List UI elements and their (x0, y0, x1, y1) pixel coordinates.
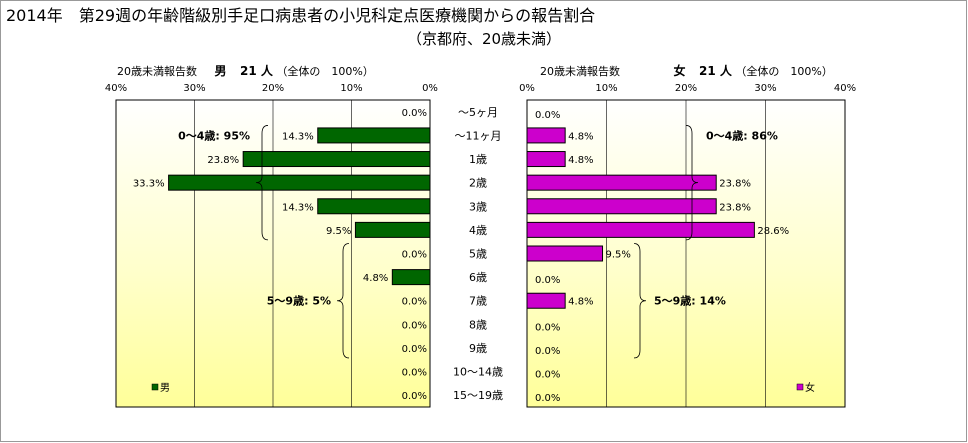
right-age-brace (633, 243, 647, 359)
right-value-label: 9.5% (606, 250, 631, 261)
left-header-count: 21 人 (240, 64, 273, 78)
chart-subtitle: （京都府、20歳未満） (406, 30, 562, 48)
left-value-label: 9.5% (326, 226, 351, 237)
left-age-group-annotation: 0～4歳: 95% (178, 128, 250, 142)
right-value-label: 4.8% (568, 155, 593, 166)
right-tick-label: 40% (834, 83, 856, 94)
right-bar (526, 127, 566, 144)
right-tick-label: 20% (675, 83, 697, 94)
right-legend-label: 女 (805, 381, 815, 394)
right-value-label: 4.8% (568, 297, 593, 308)
left-header: 20歳未満報告数 男 21 人 （全体の 100%） (117, 62, 374, 79)
left-bar (354, 221, 431, 238)
age-category-label: 15～19歳 (453, 389, 503, 402)
age-category-label: 10～14歳 (453, 366, 503, 379)
left-bar (242, 151, 431, 168)
right-bar (526, 151, 566, 168)
age-category-label: ～5ヶ月 (458, 106, 498, 119)
age-category-label: 9歳 (469, 342, 487, 355)
left-tick-label: 30% (183, 83, 205, 94)
left-value-label: 4.8% (363, 273, 388, 284)
right-header-count: 21 人 (699, 64, 732, 78)
chart-title: 2014年 第29週の年齢階級別手足口病患者の小児科定点医療機関からの報告割合 (6, 6, 596, 25)
left-age-group-annotation: 5～9歳: 5% (267, 294, 331, 308)
left-value-label: 0.0% (402, 344, 427, 355)
right-tick-label: 10% (595, 83, 617, 94)
age-category-label: 6歳 (469, 271, 487, 284)
left-value-label: 0.0% (402, 297, 427, 308)
left-value-label: 0.0% (402, 391, 427, 402)
right-header: 20歳未満報告数 女 21 人 （全体の 100%） (540, 62, 833, 79)
left-age-brace (336, 243, 350, 359)
right-bar (526, 174, 717, 191)
right-value-label: 0.0% (535, 393, 560, 404)
right-bar (526, 198, 717, 215)
left-value-label: 0.0% (402, 250, 427, 261)
right-header-sex: 女 (673, 64, 686, 78)
right-bar (526, 292, 566, 309)
left-tick-label: 40% (105, 83, 127, 94)
right-value-label: 0.0% (535, 322, 560, 333)
right-tick-label: 0% (519, 83, 535, 94)
left-header-total: （全体の 100%） (276, 65, 374, 78)
left-legend-label: 男 (160, 382, 170, 394)
age-category-label: 1歳 (469, 153, 487, 166)
right-value-label: 0.0% (535, 275, 560, 286)
right-value-label: 4.8% (568, 131, 593, 142)
right-value-label: 23.8% (719, 202, 751, 213)
right-value-label: 23.8% (719, 179, 751, 190)
right-value-label: 0.0% (535, 346, 560, 357)
age-category-label: 3歳 (469, 200, 487, 213)
left-value-label: 0.0% (402, 368, 427, 379)
age-category-label: 4歳 (469, 224, 487, 237)
left-value-label: 14.3% (282, 202, 314, 213)
left-header-label: 20歳未満報告数 (117, 65, 197, 78)
left-bar (317, 198, 431, 215)
left-tick-label: 10% (340, 83, 362, 94)
left-tick-label: 20% (262, 83, 284, 94)
left-value-label: 33.3% (133, 179, 165, 190)
age-category-label: 5歳 (469, 248, 487, 261)
right-bar (526, 245, 604, 262)
age-category-label: 7歳 (469, 295, 487, 308)
left-legend-swatch (151, 383, 159, 391)
age-category-label: 2歳 (469, 177, 487, 190)
left-value-label: 23.8% (207, 155, 239, 166)
right-header-label: 20歳未満報告数 (540, 65, 620, 78)
right-value-label: 0.0% (535, 370, 560, 381)
age-category-label: 8歳 (469, 318, 487, 331)
age-category-label: ～11ヶ月 (455, 129, 502, 142)
right-header-total: （全体の 100%） (735, 65, 833, 78)
left-value-label: 0.0% (402, 320, 427, 331)
left-value-label: 14.3% (282, 131, 314, 142)
right-legend-swatch (796, 383, 804, 391)
right-value-label: 0.0% (535, 110, 560, 121)
right-age-group-annotation: 5～9歳: 14% (654, 294, 726, 308)
right-tick-label: 30% (754, 83, 776, 94)
right-value-label: 28.6% (757, 226, 789, 237)
left-bar (317, 127, 431, 144)
left-header-sex: 男 (214, 64, 227, 78)
right-age-brace (685, 125, 699, 241)
left-bar (168, 174, 431, 191)
left-tick-label: 0% (422, 83, 438, 94)
left-age-brace (255, 125, 269, 241)
right-age-group-annotation: 0～4歳: 86% (706, 128, 778, 142)
right-bar (526, 221, 755, 238)
left-bar (391, 269, 431, 286)
left-value-label: 0.0% (402, 108, 427, 119)
